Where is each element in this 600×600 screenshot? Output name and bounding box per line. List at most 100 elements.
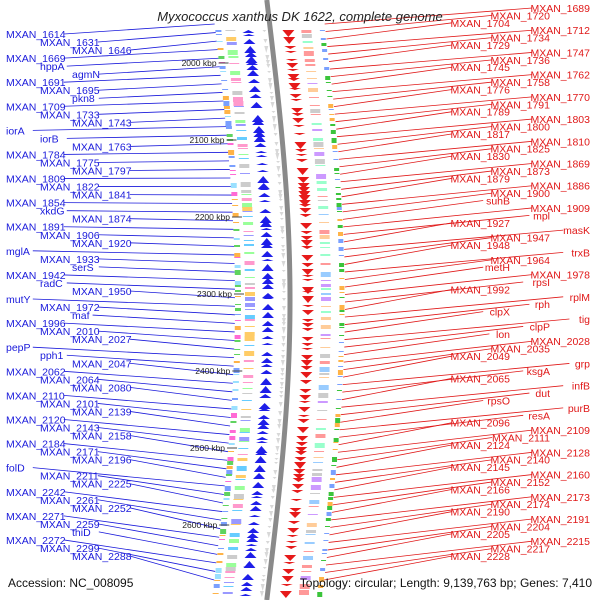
- feature-block: [234, 253, 241, 258]
- feature-block: [337, 370, 343, 375]
- feature-block: [321, 553, 327, 554]
- gene-block: [281, 314, 286, 319]
- feature-block: [238, 441, 249, 442]
- left-leader-line: [63, 74, 221, 83]
- right-gene-label: MXAN_2204: [490, 521, 550, 533]
- gene-block: [261, 304, 274, 310]
- feature-block: [244, 351, 255, 356]
- feature-block: [244, 315, 255, 319]
- gene-block: [301, 355, 314, 360]
- gene-block: [279, 395, 284, 398]
- feature-block: [339, 297, 345, 298]
- gene-block: [279, 212, 284, 216]
- feature-block: [229, 436, 236, 440]
- feature-block: [232, 213, 239, 217]
- right-leader-line: [331, 66, 453, 85]
- right-gene-label: MXAN_1817: [450, 129, 510, 141]
- feature-block: [230, 78, 241, 81]
- gene-block: [281, 355, 286, 359]
- feature-block: [300, 576, 311, 580]
- feature-block: [339, 286, 345, 290]
- gene-block: [244, 46, 257, 53]
- feature-block: [320, 325, 331, 329]
- feature-block: [318, 585, 324, 588]
- feature-block: [233, 494, 244, 499]
- feature-block: [339, 335, 345, 336]
- gene-block: [279, 206, 284, 211]
- left-gene-label: MXAN_1920: [72, 238, 132, 250]
- gene-block: [279, 218, 284, 220]
- feature-block: [239, 432, 250, 433]
- feature-block: [324, 533, 330, 534]
- gene-block: [261, 336, 274, 339]
- feature-block: [240, 420, 251, 421]
- gene-block: [280, 230, 285, 234]
- feature-block: [217, 48, 224, 50]
- feature-block: [335, 187, 341, 188]
- feature-block: [339, 278, 345, 279]
- gene-block: [253, 135, 266, 142]
- gene-block: [301, 263, 314, 267]
- right-leader-line: [325, 548, 493, 573]
- feature-block: [244, 297, 255, 301]
- gene-block: [256, 437, 269, 440]
- gene-block: [274, 142, 279, 146]
- feature-block: [226, 42, 237, 45]
- right-leader-line: [344, 274, 533, 295]
- left-gene-label: MXAN_2272: [6, 535, 66, 547]
- right-leader-line: [344, 237, 493, 258]
- gene-block: [301, 291, 314, 293]
- left-gene-label: MXAN_2288: [72, 551, 132, 563]
- feature-block: [327, 502, 333, 506]
- right-leader-line: [344, 303, 530, 325]
- gene-block: [257, 424, 270, 429]
- left-gene-label: MXAN_2171: [40, 447, 100, 459]
- right-gene-label: metH: [485, 262, 510, 274]
- gene-block: [301, 246, 314, 249]
- feature-block: [315, 428, 326, 430]
- right-gene-label: MXAN_1830: [450, 151, 510, 163]
- gene-block: [252, 126, 265, 133]
- gene-block: [250, 496, 263, 498]
- right-gene-label: MXAN_1745: [450, 62, 510, 74]
- right-gene-label: infB: [572, 381, 590, 393]
- feature-block: [336, 211, 342, 212]
- right-leader-line: [336, 444, 453, 468]
- right-gene-label: MXAN_1947: [490, 233, 550, 245]
- right-leader-line: [332, 481, 493, 506]
- right-gene-label: resA: [528, 410, 550, 422]
- right-gene-label: MXAN_1900: [490, 188, 550, 200]
- feature-block: [313, 462, 324, 463]
- feature-block: [241, 190, 252, 193]
- feature-block: [335, 408, 341, 409]
- gene-block: [248, 79, 261, 83]
- feature-block: [219, 539, 226, 540]
- feature-block: [335, 414, 341, 417]
- feature-block: [325, 82, 331, 83]
- gene-block: [260, 370, 273, 374]
- gene-block: [248, 515, 261, 517]
- feature-block: [236, 466, 247, 471]
- right-gene-label: MXAN_1800: [490, 121, 550, 133]
- left-gene-label: MXAN_2120: [6, 414, 66, 426]
- feature-block: [311, 123, 322, 125]
- gene-block: [281, 322, 286, 326]
- right-gene-label: ksgA: [527, 366, 550, 378]
- feature-block: [229, 63, 240, 64]
- feature-block: [232, 205, 239, 206]
- right-gene-label: MXAN_1879: [450, 173, 510, 185]
- feature-block: [308, 97, 319, 98]
- gene-block: [244, 548, 257, 551]
- gene-block: [255, 451, 268, 455]
- feature-block: [241, 400, 252, 401]
- gene-block: [271, 489, 276, 493]
- feature-block: [230, 183, 237, 188]
- feature-block: [242, 211, 253, 212]
- left-gene-label: MXAN_2064: [40, 374, 100, 386]
- feature-block: [234, 296, 241, 297]
- gene-block: [260, 232, 273, 237]
- feature-block: [301, 571, 312, 572]
- right-leader-line: [328, 518, 533, 543]
- feature-block: [333, 442, 339, 443]
- gene-block: [281, 327, 286, 334]
